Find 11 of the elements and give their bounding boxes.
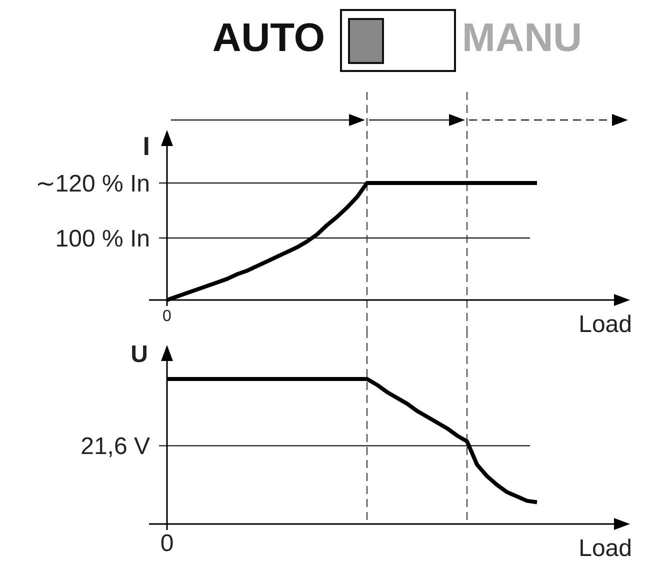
y-axis-title: I (142, 131, 150, 161)
x-axis-title: Load (578, 535, 632, 562)
ref-line-label: ∼120 % In (35, 170, 150, 198)
text: 0 (160, 530, 174, 558)
text: 0 (162, 308, 172, 325)
x-axis-title: Load (578, 311, 632, 338)
y-axis-title: U (130, 341, 148, 368)
ref-line-label: 100 % In (55, 225, 150, 252)
text: MANU (462, 16, 582, 60)
ref-line-label: 21,6 V (80, 433, 150, 460)
text: AUTO (212, 16, 325, 60)
